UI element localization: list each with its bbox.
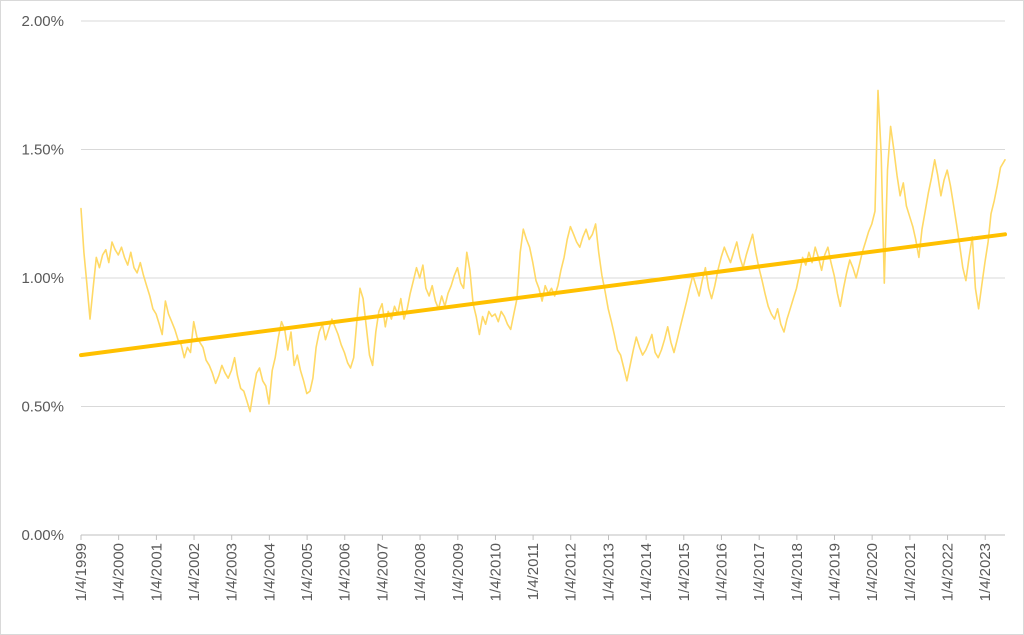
- trendline: [79, 232, 1007, 358]
- y-tick-label: 0.00%: [21, 527, 64, 544]
- x-tick-label: 1/4/2008: [412, 543, 429, 601]
- x-tick-label: 1/4/2018: [789, 543, 806, 601]
- x-tick-label: 1/4/2011: [525, 543, 542, 600]
- x-tick-label: 1/4/2021: [902, 543, 919, 601]
- x-tick-label: 1/4/2013: [600, 543, 617, 601]
- x-tick-label: 1/4/2002: [186, 543, 203, 601]
- x-tick-label: 1/4/2000: [111, 543, 128, 601]
- x-tick-label: 1/4/2019: [826, 543, 843, 601]
- x-tick-label: 1/4/2012: [563, 543, 580, 601]
- y-tick-label: 2.00%: [21, 13, 64, 30]
- y-tick-label: 1.00%: [21, 270, 64, 287]
- y-axis-tick-labels: 0.00% 0.50% 1.00% 1.50% 2.00%: [21, 13, 64, 544]
- x-tick-label: 1/4/2022: [940, 543, 957, 601]
- x-tick-label: 1/4/2014: [638, 543, 655, 601]
- x-tick-label: 1/4/1999: [73, 543, 90, 601]
- x-tick-label: 1/4/2010: [487, 543, 504, 601]
- x-tick-label: 1/4/2015: [676, 543, 693, 601]
- x-tick-label: 1/4/2020: [864, 543, 881, 601]
- x-tick-label: 1/4/2001: [148, 543, 165, 601]
- x-tick-label: 1/4/2005: [299, 543, 316, 601]
- y-tick-label: 0.50%: [21, 399, 64, 416]
- series-layer: [79, 89, 1007, 413]
- x-tick-label: 1/4/2003: [224, 543, 241, 601]
- x-tick-label: 1/4/2016: [713, 543, 730, 601]
- x-tick-label: 1/4/2007: [374, 543, 391, 601]
- x-tick-label: 1/4/2009: [450, 543, 467, 601]
- x-tick-label: 1/4/2017: [751, 543, 768, 601]
- x-tick-label: 1/4/2023: [977, 543, 994, 601]
- x-tick-label: 1/4/2006: [337, 543, 354, 601]
- series-line: [80, 89, 1006, 413]
- x-tick-label: 1/4/2004: [261, 543, 278, 601]
- y-tick-label: 1.50%: [21, 142, 64, 159]
- x-axis-tick-labels: 1/4/1999 1/4/2000 1/4/2001 1/4/2002 1/4/2003…: [73, 543, 994, 601]
- gridlines: [80, 20, 1005, 540]
